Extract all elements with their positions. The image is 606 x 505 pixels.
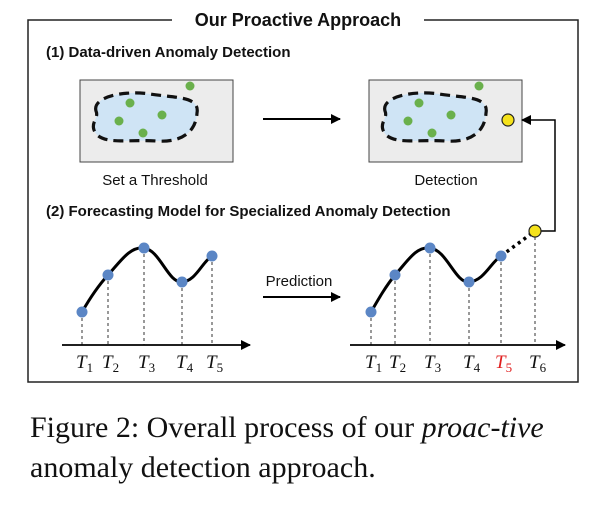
- series-point: [424, 242, 436, 254]
- section2-heading: (2) Forecasting Model for Specialized An…: [46, 203, 451, 220]
- left-panel-caption: Set a Threshold: [102, 172, 208, 189]
- series-point: [495, 250, 507, 262]
- series-point: [76, 306, 88, 318]
- tick-label: T3: [138, 352, 155, 375]
- normal-point: [185, 81, 195, 91]
- figure-caption: Figure 2: Overall process of our proac-t…: [30, 408, 590, 488]
- series-curve: [80, 246, 213, 313]
- anomaly-point: [501, 113, 515, 127]
- normal-point: [427, 128, 437, 138]
- tick-label: T4: [463, 352, 481, 375]
- tick-label: T1: [365, 352, 382, 375]
- tick-label: T3: [424, 352, 441, 375]
- caption-emphasis: proac-tive: [421, 411, 544, 444]
- forecast-series: [350, 224, 566, 350]
- series-point: [206, 250, 218, 262]
- right-tick-labels: T1 T2 T3 T4 T5 T6: [365, 352, 547, 375]
- series-curve: [369, 246, 502, 313]
- caption-prefix: Figure 2: Overall process of our: [30, 411, 422, 444]
- series-point: [138, 242, 150, 254]
- series-point: [365, 306, 377, 318]
- tick-label: T2: [389, 352, 406, 375]
- right-panel-caption: Detection: [414, 172, 477, 189]
- normal-point: [446, 110, 456, 120]
- normal-point: [403, 116, 413, 126]
- feedback-arrow: [521, 115, 556, 232]
- series-point: [102, 269, 114, 281]
- normal-point: [125, 98, 135, 108]
- prediction-label: Prediction: [266, 273, 333, 290]
- section1-heading: (1) Data-driven Anomaly Detection: [46, 44, 291, 61]
- normal-point: [138, 128, 148, 138]
- threshold-boundary: [91, 91, 199, 143]
- normal-point: [114, 116, 124, 126]
- outer-frame: [27, 19, 579, 383]
- series-point: [463, 276, 475, 288]
- tick-label: T5: [206, 352, 223, 375]
- caption-suffix: anomaly detection approach.: [30, 451, 376, 484]
- left-tick-labels: T1 T2 T3 T4 T5: [76, 352, 223, 375]
- forecast-point: [528, 224, 542, 238]
- normal-point: [474, 81, 484, 91]
- series-point: [176, 276, 188, 288]
- history-series: [62, 242, 251, 350]
- tick-label: T6: [529, 352, 547, 375]
- series-point: [389, 269, 401, 281]
- tick-label: T4: [176, 352, 194, 375]
- detection-boundary: [380, 91, 488, 143]
- tick-label: T2: [102, 352, 119, 375]
- normal-point: [414, 98, 424, 108]
- tick-label: T5: [495, 352, 512, 375]
- figure-title: Our Proactive Approach: [195, 10, 401, 30]
- tick-label: T1: [76, 352, 93, 375]
- forecast-segment: [499, 229, 537, 258]
- normal-point: [157, 110, 167, 120]
